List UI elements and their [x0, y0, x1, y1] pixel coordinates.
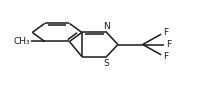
Text: F: F — [166, 40, 171, 49]
Text: S: S — [104, 59, 110, 68]
Text: N: N — [103, 22, 110, 31]
Text: F: F — [163, 28, 168, 37]
Text: CH₃: CH₃ — [13, 37, 30, 46]
Text: F: F — [163, 52, 168, 61]
